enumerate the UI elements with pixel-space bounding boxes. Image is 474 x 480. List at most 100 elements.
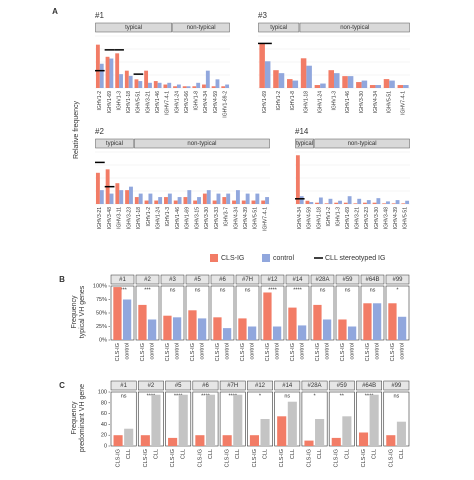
x-tick-label: IGHV3-33 — [214, 207, 220, 229]
legend-swatch — [210, 254, 218, 262]
y-axis-title: Frequency — [71, 401, 78, 435]
x-tick-label: CLS-IG — [306, 449, 312, 467]
bar — [358, 432, 369, 446]
bar — [147, 319, 157, 340]
bar — [277, 416, 287, 446]
x-tick-label: control — [400, 343, 406, 360]
x-tick-label: CLS-IG — [390, 343, 396, 361]
bar — [297, 325, 307, 340]
x-tick-label: CLS-IG — [365, 343, 371, 361]
strip — [299, 22, 410, 33]
bar — [99, 63, 104, 88]
strip-label: #12 — [255, 383, 266, 389]
bar — [299, 196, 304, 204]
significance: ns — [284, 393, 290, 399]
bar — [369, 394, 379, 446]
bar — [144, 200, 149, 204]
bar — [382, 203, 387, 204]
strip — [328, 380, 355, 391]
significance: ns — [220, 287, 226, 293]
bar — [356, 82, 362, 88]
strip — [360, 274, 385, 285]
bar — [154, 200, 159, 204]
bar — [205, 70, 210, 88]
x-tick-label: CLS-IG — [252, 449, 258, 467]
bar — [372, 303, 382, 340]
bar — [238, 318, 247, 340]
bar — [128, 75, 133, 88]
strip-label: #59 — [342, 277, 353, 283]
x-tick-label: IGHV4-34 — [203, 91, 209, 113]
legend-label: CLL stereotyped IG — [325, 255, 385, 262]
bar — [213, 317, 222, 340]
x-tick-label: IGHV3-48 — [383, 207, 389, 229]
strip — [219, 380, 246, 391]
bar — [216, 193, 221, 204]
facet-frame — [383, 391, 410, 447]
facet-frame — [137, 391, 164, 447]
bar — [173, 86, 177, 88]
bar — [304, 440, 314, 446]
facet-frame — [235, 285, 260, 341]
x-tick-label: IGHV4-34 — [373, 91, 379, 113]
significance: * — [259, 393, 262, 399]
bar — [182, 86, 187, 88]
y-axis-title: Frequency — [71, 295, 78, 329]
x-tick-label: CLS-IG — [340, 343, 346, 361]
x-tick-label: IGHV3-7 — [224, 207, 230, 227]
x-tick-label: control — [325, 343, 331, 360]
significance: **** — [293, 287, 302, 293]
x-tick-label: IGHV1-69 — [262, 91, 268, 113]
strip-label: typical — [270, 25, 287, 31]
bar — [397, 316, 407, 340]
facet-frame — [185, 285, 210, 341]
significance: ns — [245, 287, 251, 293]
bar — [196, 82, 201, 88]
x-tick-label: control — [250, 343, 256, 360]
strip-label: #64B — [362, 383, 376, 389]
x-tick-label: IGHV1-8 — [290, 91, 296, 111]
bar — [193, 200, 198, 204]
strip-label: #28A — [308, 383, 322, 389]
bar — [295, 155, 300, 204]
bar — [105, 56, 110, 88]
x-tick-label: IGHV1-69 — [107, 91, 113, 113]
x-tick-label: CLS-IG — [334, 449, 340, 467]
x-tick-label: CLS-IG — [279, 449, 285, 467]
significance: *** — [144, 287, 151, 293]
x-tick-label: IGHV1-69-2 — [223, 91, 229, 118]
facet-frame — [110, 391, 137, 447]
bar — [322, 319, 332, 340]
x-tick-label: IGHV4-34 — [297, 207, 303, 229]
bar — [186, 86, 191, 88]
strip-label: typical — [296, 141, 313, 147]
x-tick-label: CLS-IG — [361, 449, 367, 467]
bar — [320, 83, 326, 88]
bar — [197, 197, 201, 204]
x-tick-label: CLS-IG — [115, 343, 121, 361]
significance: **** — [118, 287, 127, 293]
bar — [148, 193, 153, 204]
x-tick-label: IGHV1-46 — [175, 207, 181, 229]
strip-label: #14 — [282, 383, 293, 389]
strip-label: #6 — [202, 383, 209, 389]
bar — [113, 435, 123, 446]
strip — [165, 380, 192, 391]
strip-label: #6 — [219, 277, 226, 283]
facet-title: #2 — [95, 127, 104, 136]
bar — [95, 44, 100, 88]
strip-label: #99 — [392, 277, 403, 283]
bar — [383, 79, 390, 88]
bar — [263, 292, 272, 340]
x-tick-label: IGHV1-24 — [156, 207, 162, 229]
x-tick-label: CLL — [208, 449, 214, 459]
bar — [347, 326, 357, 340]
x-tick-label: IGHV4-59 — [307, 207, 313, 229]
x-tick-label: CLL — [263, 449, 269, 459]
bar — [305, 200, 310, 204]
strip-label: non-typical — [348, 141, 377, 147]
x-tick-label: CLL — [399, 449, 405, 459]
strip — [235, 274, 260, 285]
bar — [375, 85, 381, 88]
strip — [247, 380, 273, 391]
